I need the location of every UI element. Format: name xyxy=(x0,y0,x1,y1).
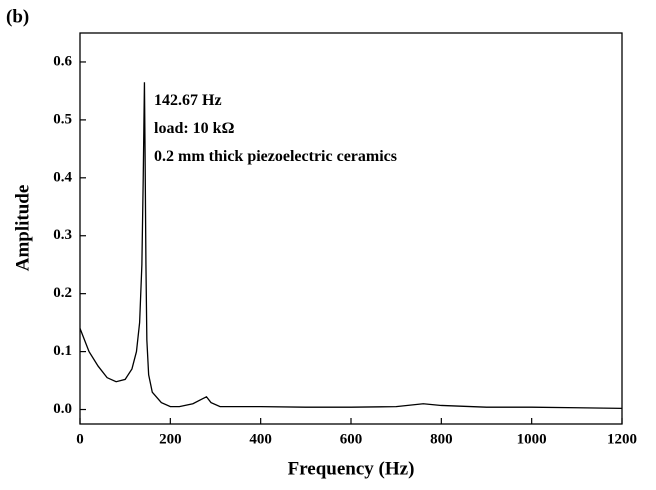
x-tick-label: 400 xyxy=(249,431,272,447)
annotation: 142.67 Hz xyxy=(154,92,222,109)
x-tick-label: 0 xyxy=(76,431,84,447)
x-tick-label: 1200 xyxy=(607,431,637,447)
x-axis-label: Frequency (Hz) xyxy=(288,458,415,479)
y-tick-label: 0.5 xyxy=(53,111,72,127)
y-tick-label: 0.1 xyxy=(53,343,72,359)
x-tick-label: 200 xyxy=(159,431,182,447)
x-tick-label: 1000 xyxy=(517,431,547,447)
y-tick-label: 0.2 xyxy=(53,285,72,301)
x-tick-label: 800 xyxy=(430,431,453,447)
panel-label: (b) xyxy=(6,6,29,27)
annotation: load: 10 kΩ xyxy=(154,120,235,137)
y-tick-label: 0.4 xyxy=(53,169,72,185)
y-tick-label: 0.3 xyxy=(53,227,72,243)
y-tick-label: 0.6 xyxy=(53,53,72,69)
annotation: 0.2 mm thick piezoelectric ceramics xyxy=(154,148,397,165)
x-tick-label: 600 xyxy=(340,431,363,447)
y-axis-label: Amplitude xyxy=(12,185,33,272)
y-tick-label: 0.0 xyxy=(53,401,72,417)
data-line xyxy=(79,82,623,410)
